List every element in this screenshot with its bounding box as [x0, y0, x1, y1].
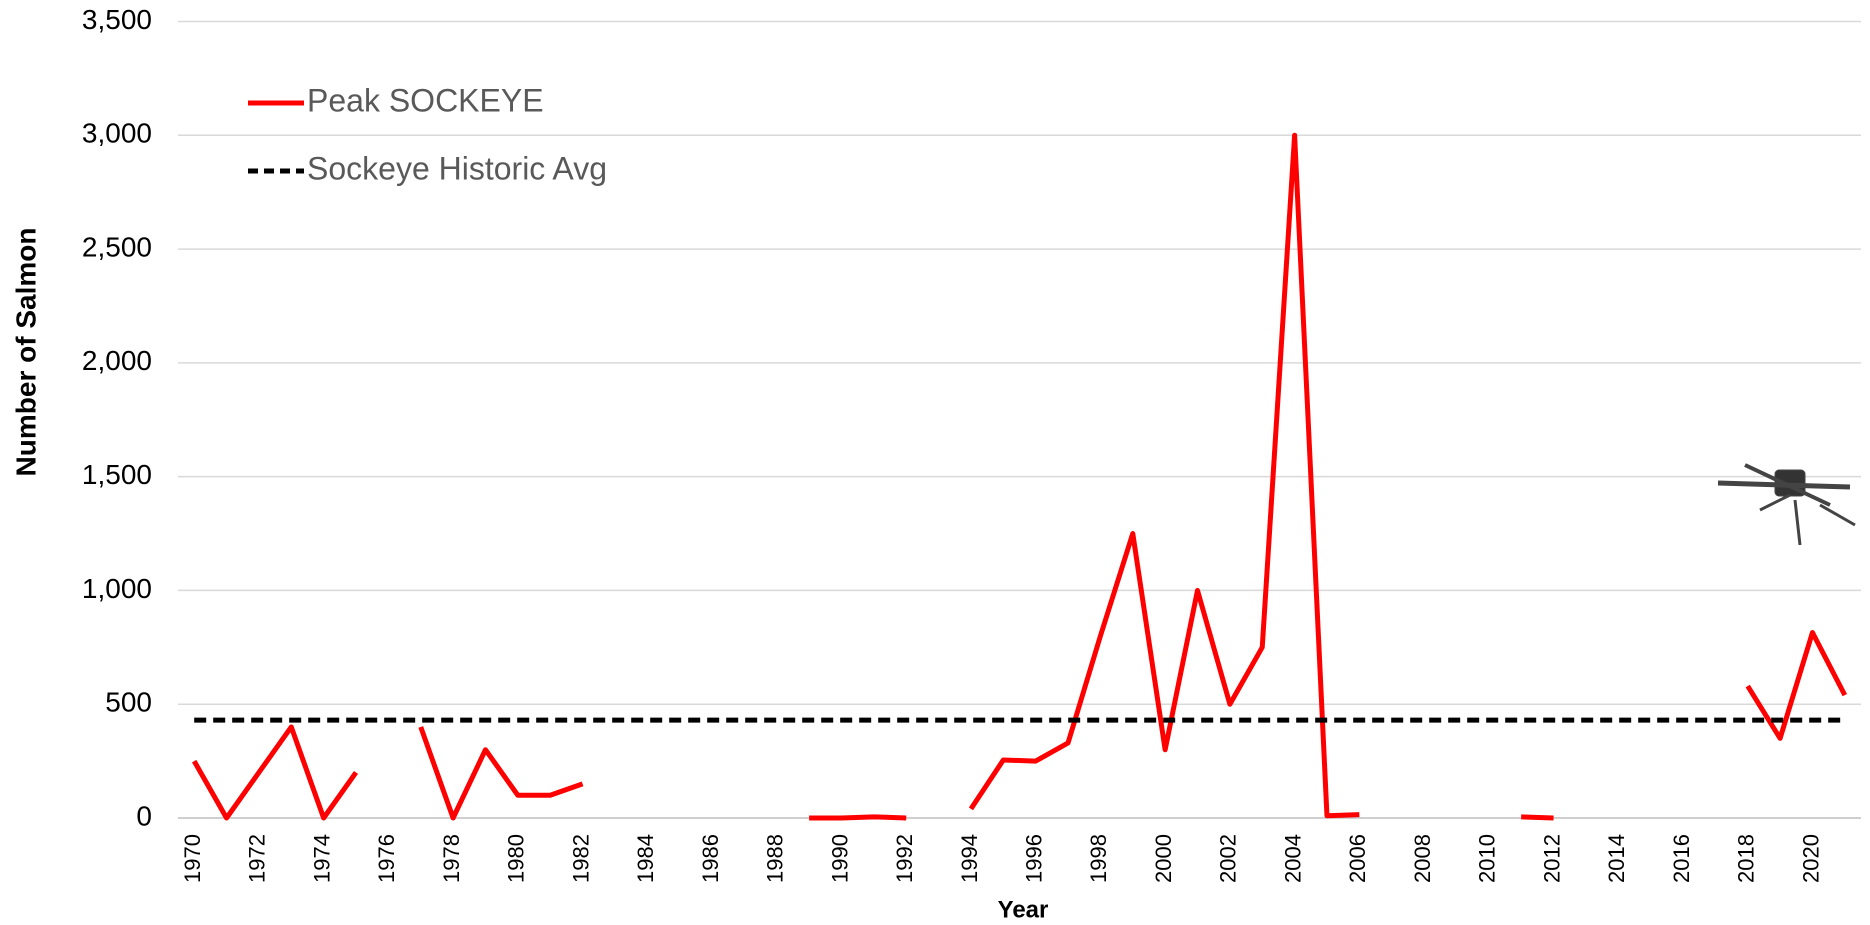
x-tick-label: 1980	[504, 834, 529, 883]
x-tick-label: 2018	[1734, 834, 1759, 883]
x-tick-label: 1974	[309, 834, 334, 883]
y-tick-label: 3,000	[82, 118, 152, 149]
x-tick-label: 1994	[957, 834, 982, 883]
y-axis-title: Number of Salmon	[10, 228, 41, 477]
x-tick-label: 2016	[1669, 834, 1694, 883]
x-tick-label: 2002	[1216, 834, 1241, 883]
y-tick-label: 1,500	[82, 459, 152, 490]
legend: Peak SOCKEYE Sockeye Historic Avg	[248, 82, 607, 186]
x-tick-label: 1978	[439, 834, 464, 883]
x-tick-label: 1972	[245, 834, 270, 883]
x-tick-label: 2000	[1151, 834, 1176, 883]
x-tick-label: 1982	[568, 834, 593, 883]
x-tick-label: 1998	[1086, 834, 1111, 883]
x-tick-label: 2006	[1345, 834, 1370, 883]
series-line	[192, 132, 1848, 821]
x-tick-label: 1976	[374, 834, 399, 883]
y-tick-label: 0	[136, 800, 152, 831]
x-tick-label: 1986	[698, 834, 723, 883]
x-tick-label: 1988	[763, 834, 788, 883]
x-tick-label: 1984	[633, 834, 658, 883]
y-tick-label: 1,000	[82, 573, 152, 604]
x-tick-label: 2012	[1539, 834, 1564, 883]
x-tick-label: 2020	[1798, 834, 1823, 883]
x-tick-label: 1970	[180, 834, 205, 883]
x-tick-label: 1996	[1021, 834, 1046, 883]
legend-label: Sockeye Historic Avg	[307, 150, 607, 186]
plot: 0 500 1,000 1,500 2,000 2,500 3,000 3,500 1970 19…	[82, 4, 1861, 883]
x-tick-label: 1990	[827, 834, 852, 883]
y-tick-label: 2,500	[82, 231, 152, 262]
legend-label: Peak SOCKEYE	[307, 82, 544, 118]
x-tick-label: 2008	[1410, 834, 1435, 883]
x-tick-label: 1992	[892, 834, 917, 883]
x-tick-label: 2014	[1604, 834, 1629, 883]
y-tick-label: 2,000	[82, 345, 152, 376]
drone-icon	[1717, 463, 1856, 546]
y-tick-label: 3,500	[82, 4, 152, 35]
y-tick-label: 500	[105, 687, 152, 718]
x-tick-label: 2004	[1280, 834, 1305, 883]
x-axis-title: Year	[998, 896, 1049, 923]
x-tick-label: 2010	[1475, 834, 1500, 883]
